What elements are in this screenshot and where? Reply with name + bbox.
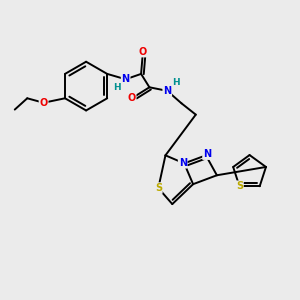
Text: O: O (138, 46, 147, 57)
Text: S: S (236, 181, 243, 191)
Text: N: N (163, 86, 171, 96)
Text: H: H (172, 78, 180, 87)
Text: N: N (178, 158, 187, 168)
Text: N: N (203, 149, 211, 159)
Text: N: N (122, 74, 130, 84)
Text: S: S (155, 183, 162, 193)
Text: O: O (128, 93, 136, 103)
Text: O: O (40, 98, 48, 108)
Text: H: H (113, 83, 121, 92)
